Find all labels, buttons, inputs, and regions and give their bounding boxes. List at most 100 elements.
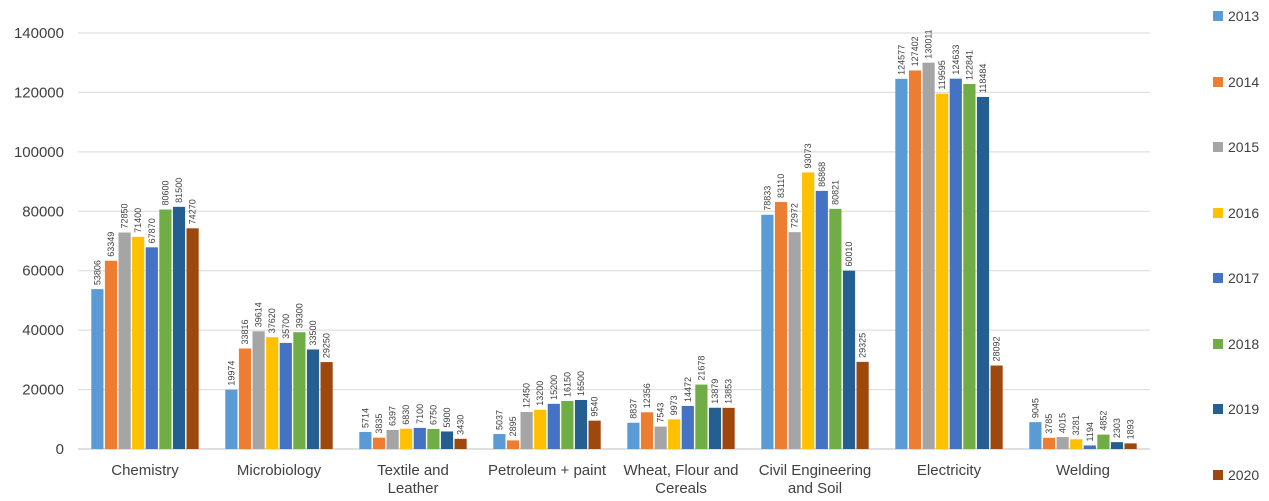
y-tick-label: 60000 — [22, 263, 64, 280]
legend-swatch — [1213, 338, 1223, 349]
data-label: 2303 — [1112, 418, 1122, 438]
data-label: 39614 — [254, 302, 264, 327]
data-label: 3835 — [374, 414, 384, 434]
bar — [856, 361, 869, 449]
bar — [493, 434, 506, 449]
bar — [922, 62, 935, 449]
data-label: 93073 — [803, 143, 813, 168]
data-label: 119595 — [937, 60, 947, 89]
bar — [186, 228, 199, 449]
x-tick-label: Leather — [388, 480, 439, 497]
x-tick-label: Electricity — [917, 462, 982, 479]
data-label: 2895 — [508, 416, 518, 436]
data-label: 19974 — [226, 361, 236, 386]
y-tick-label: 80000 — [22, 203, 64, 220]
bar — [413, 427, 426, 449]
y-axis-ticks: 0 20000 40000 60000 80000 100000 120000 140000 — [14, 25, 64, 458]
bar — [306, 349, 320, 449]
data-label: 7100 — [415, 404, 425, 424]
bar — [1083, 445, 1096, 449]
bar — [118, 232, 131, 449]
data-label: 35700 — [281, 314, 291, 339]
legend-item: 2019 — [1213, 401, 1259, 417]
legend-label: 2016 — [1228, 204, 1260, 221]
y-tick-label: 120000 — [14, 84, 64, 101]
data-label: 13879 — [710, 379, 720, 404]
bar — [761, 214, 774, 449]
bar — [561, 401, 574, 449]
bar — [681, 405, 694, 449]
data-label: 33816 — [240, 319, 250, 344]
bar — [454, 438, 467, 449]
bar — [1097, 434, 1110, 449]
legend-label: 2015 — [1228, 139, 1260, 155]
bar — [104, 260, 118, 449]
data-label: 8837 — [628, 399, 638, 419]
bar — [159, 209, 172, 449]
data-label: 13200 — [535, 381, 545, 406]
bar — [588, 420, 601, 449]
bar — [238, 348, 252, 449]
y-tick-label: 40000 — [22, 322, 64, 339]
data-label: 63349 — [106, 232, 116, 257]
data-label: 4852 — [1098, 411, 1108, 431]
bar — [802, 172, 815, 449]
legend-swatch — [1213, 207, 1223, 218]
data-label: 16500 — [576, 371, 586, 396]
bar — [574, 399, 588, 449]
y-tick-label: 140000 — [14, 25, 64, 42]
bar — [91, 289, 104, 449]
legend-item: 2013 — [1213, 8, 1259, 24]
data-label: 4015 — [1058, 413, 1068, 433]
data-label: 74270 — [188, 199, 198, 224]
data-label: 15200 — [549, 375, 559, 400]
bar — [386, 429, 399, 449]
data-label: 29250 — [322, 333, 332, 358]
data-label: 29325 — [858, 333, 868, 358]
legend-item: 2014 — [1213, 74, 1259, 90]
y-tick-label: 100000 — [14, 144, 64, 161]
data-label: 72850 — [120, 204, 130, 229]
bar — [815, 190, 828, 450]
x-tick-label: Wheat, Flour and — [623, 462, 738, 479]
data-label: 21678 — [696, 356, 706, 381]
bar — [1070, 439, 1083, 449]
data-label: 39300 — [294, 303, 304, 328]
legend-swatch — [1213, 469, 1223, 480]
y-tick-label: 0 — [56, 441, 64, 458]
bar — [320, 362, 333, 449]
bar — [506, 440, 520, 449]
legend-swatch — [1213, 404, 1223, 414]
data-label: 9045 — [1030, 398, 1040, 418]
bar — [547, 403, 560, 449]
x-tick-label: Textile and — [377, 462, 449, 479]
data-label: 60010 — [844, 242, 854, 267]
data-label: 16150 — [562, 372, 572, 397]
data-label: 80600 — [160, 180, 170, 205]
data-label: 28092 — [992, 336, 1002, 361]
legend-label: 2020 — [1228, 466, 1260, 483]
x-tick-label: Petroleum + paint — [488, 462, 607, 479]
bar — [1042, 437, 1056, 449]
x-tick-label: Chemistry — [111, 462, 179, 479]
bar — [895, 78, 908, 450]
bar — [668, 419, 681, 449]
data-label: 80821 — [830, 180, 840, 205]
bar — [788, 232, 801, 449]
bar — [640, 412, 654, 449]
data-label: 33500 — [308, 320, 318, 345]
bar — [225, 389, 238, 449]
x-tick-label: Cereals — [655, 480, 707, 497]
data-label: 12450 — [522, 383, 532, 408]
data-label: 7543 — [656, 403, 666, 423]
bar — [908, 70, 922, 450]
data-label: 37620 — [267, 308, 277, 333]
bar — [145, 247, 158, 449]
data-label: 9540 — [590, 397, 600, 417]
legend-label: 2013 — [1228, 8, 1260, 24]
bar — [279, 342, 292, 449]
data-label: 6750 — [428, 405, 438, 425]
bar — [774, 202, 788, 449]
data-label: 12356 — [642, 383, 652, 408]
